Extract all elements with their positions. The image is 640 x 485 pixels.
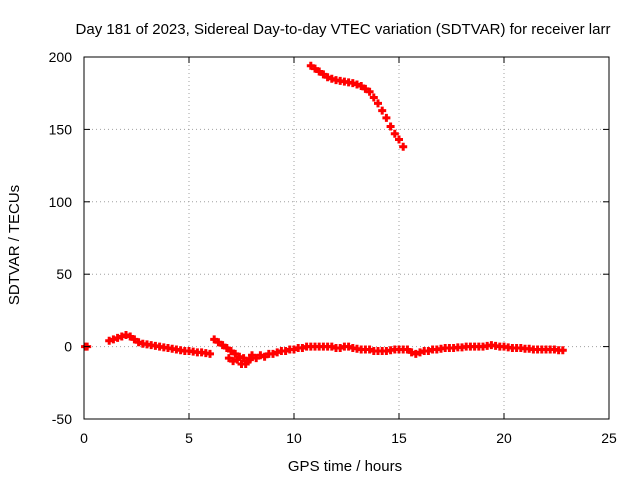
data-point bbox=[382, 113, 391, 122]
data-point bbox=[252, 354, 261, 363]
y-axis-label: SDTVAR / TECUs bbox=[6, 185, 23, 305]
y-tick-label: 100 bbox=[49, 194, 73, 210]
data-point bbox=[227, 346, 235, 355]
data-point bbox=[206, 349, 214, 358]
data-point bbox=[374, 99, 382, 108]
data-point bbox=[558, 346, 567, 355]
data-point bbox=[214, 338, 223, 347]
x-tick-label: 20 bbox=[496, 430, 512, 446]
data-point bbox=[311, 64, 319, 73]
y-tick-label: 150 bbox=[49, 121, 73, 137]
data-point bbox=[248, 351, 256, 360]
data-point bbox=[357, 81, 366, 90]
data-point bbox=[395, 135, 403, 144]
x-tick-label: 10 bbox=[286, 430, 302, 446]
data-point bbox=[315, 67, 324, 76]
data-point bbox=[130, 335, 139, 344]
data-series-sdtvar bbox=[81, 61, 567, 368]
x-tick-label: 15 bbox=[391, 430, 407, 446]
data-point bbox=[365, 87, 374, 96]
y-tick-label: -50 bbox=[52, 411, 72, 427]
data-point bbox=[319, 70, 328, 79]
x-axis-label: GPS time / hours bbox=[288, 458, 402, 475]
grid bbox=[84, 57, 609, 419]
data-point bbox=[218, 341, 227, 350]
y-tick-label: 200 bbox=[49, 49, 73, 65]
data-point bbox=[260, 352, 269, 361]
x-tick-label: 5 bbox=[185, 430, 193, 446]
data-point bbox=[306, 61, 315, 70]
data-point bbox=[126, 332, 135, 341]
data-point bbox=[390, 129, 399, 138]
data-point bbox=[386, 122, 395, 131]
axis-ticks: 0 5 10 15 20 25 -50 0 50 100 150 200 bbox=[49, 49, 617, 446]
x-tick-label: 0 bbox=[80, 430, 88, 446]
y-tick-label: 0 bbox=[64, 339, 72, 355]
x-tick-label: 25 bbox=[601, 430, 617, 446]
data-point bbox=[231, 349, 240, 358]
data-point bbox=[403, 345, 412, 354]
data-point bbox=[361, 84, 370, 93]
data-point bbox=[378, 106, 387, 115]
plot-frame bbox=[83, 56, 610, 420]
data-point bbox=[399, 142, 408, 151]
data-point bbox=[210, 335, 219, 344]
data-point bbox=[369, 93, 378, 102]
y-tick-label: 50 bbox=[56, 266, 72, 282]
data-point bbox=[224, 354, 233, 363]
chart-title: Day 181 of 2023, Sidereal Day-to-day VTE… bbox=[76, 21, 611, 38]
data-point bbox=[222, 344, 231, 353]
